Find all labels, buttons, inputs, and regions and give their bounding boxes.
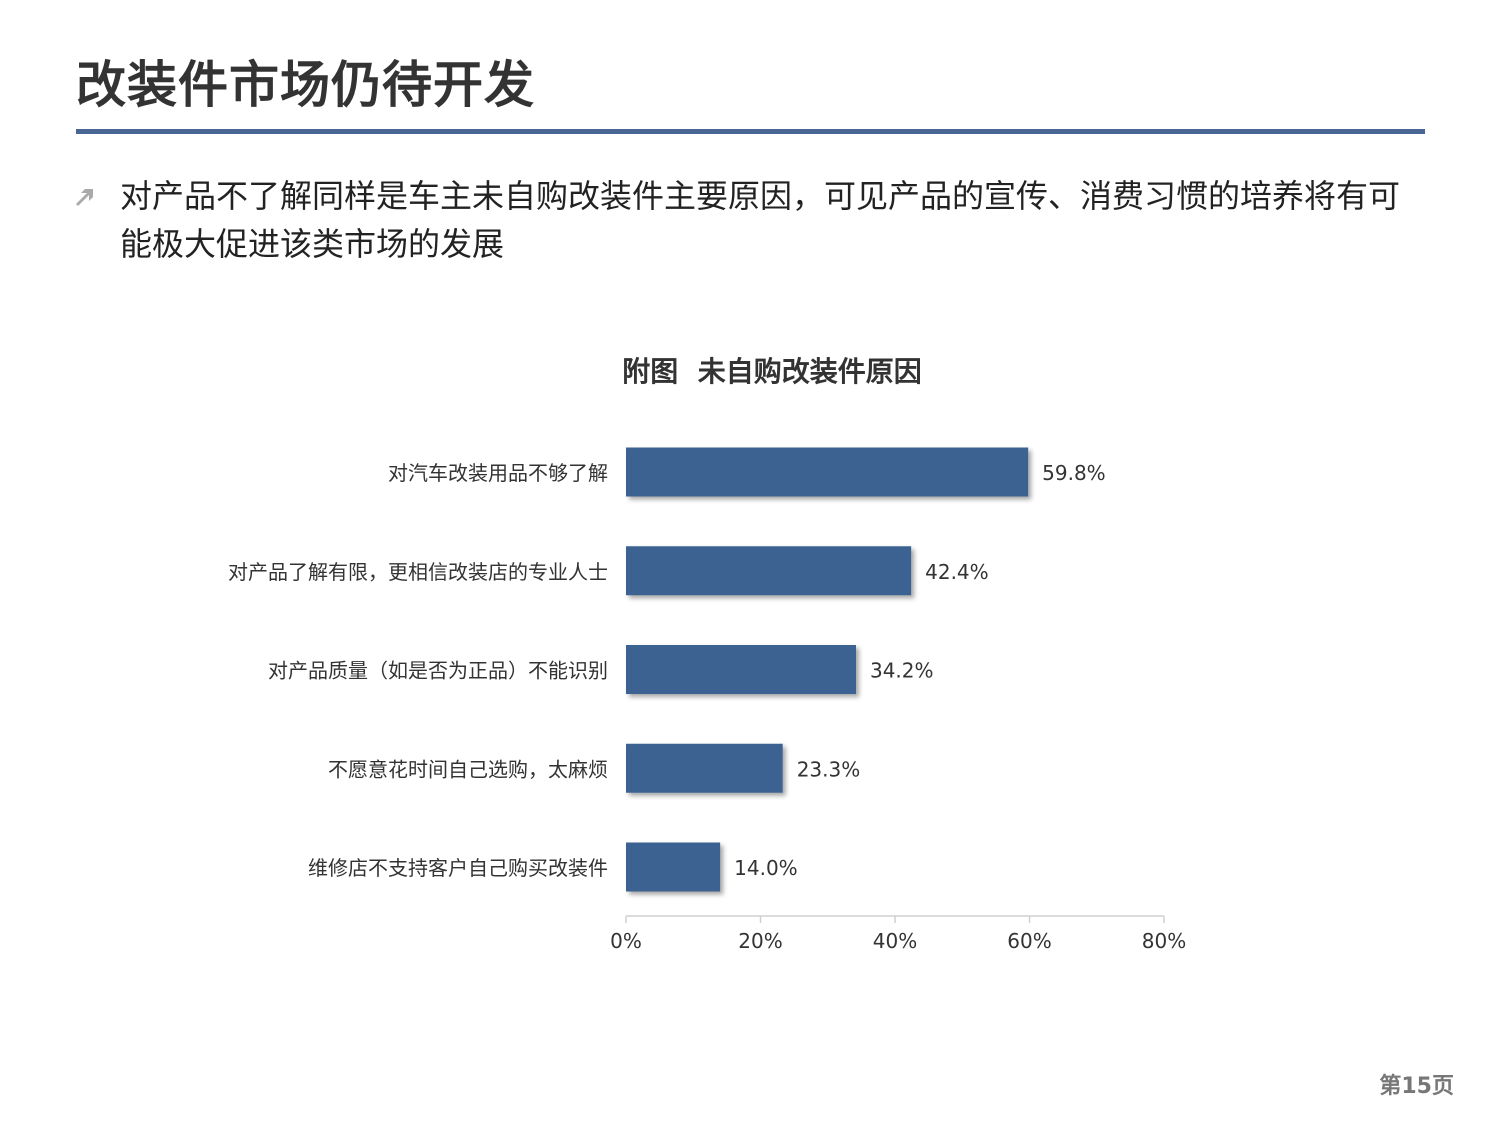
bar — [626, 546, 912, 596]
arrow-up-right-icon — [76, 189, 93, 206]
data-label: 14.0% — [734, 856, 798, 880]
x-tick-label: 40% — [873, 929, 917, 953]
page-title: 改装件市场仍待开发 — [76, 56, 535, 114]
bar — [626, 645, 856, 694]
data-label: 42.4% — [925, 560, 989, 584]
data-label: 34.2% — [870, 659, 934, 683]
summary-bullet: 对产品不了解同样是车主未自购改装件主要原因，可见产品的宣传、消费习惯的培养将有可… — [120, 177, 1401, 263]
x-tick-label: 60% — [1007, 929, 1051, 953]
bar — [626, 842, 721, 892]
category-label: 维修店不支持客户自己购买改装件 — [308, 856, 608, 880]
chart-title: 附图 未自购改装件原因 — [622, 355, 922, 388]
x-tick-label: 80% — [1142, 929, 1186, 953]
data-label: 59.8% — [1042, 461, 1106, 485]
bar — [626, 447, 1029, 497]
title-divider — [76, 129, 1425, 134]
page-number: 第15页 — [1379, 1074, 1454, 1099]
x-tick-label: 0% — [610, 929, 642, 953]
category-label: 对汽车改装用品不够了解 — [388, 461, 608, 485]
x-tick-label: 20% — [738, 929, 782, 953]
data-label: 23.3% — [797, 757, 861, 781]
bar — [626, 743, 783, 793]
category-label: 对产品了解有限，更相信改装店的专业人士 — [228, 560, 608, 584]
category-label: 对产品质量（如是否为正品）不能识别 — [268, 659, 608, 683]
category-label: 不愿意花时间自己选购，太麻烦 — [328, 757, 608, 781]
